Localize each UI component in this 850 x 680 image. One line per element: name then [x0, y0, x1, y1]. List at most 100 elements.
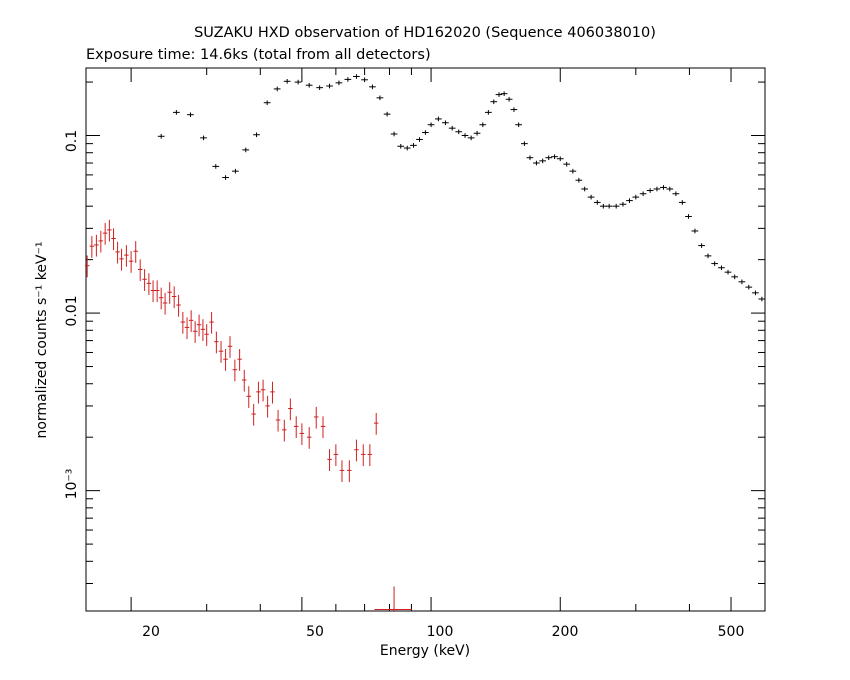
pin-point [327, 449, 332, 472]
x-tick-label-50: 50 [306, 624, 324, 640]
gso-point [672, 191, 680, 197]
pin-point [347, 460, 352, 483]
gso-point [495, 92, 503, 97]
gso-point [539, 158, 546, 164]
pin-point [142, 269, 147, 291]
pin-point [115, 241, 120, 264]
chart-subtitle: Exposure time: 14.6ks (total from all de… [86, 47, 431, 63]
gso-point [685, 214, 692, 219]
x-tick-label-500: 500 [718, 624, 745, 640]
y-tick-label-1e-3: 10⁻³ [64, 469, 80, 500]
pin-point [209, 311, 214, 334]
pin-point [107, 219, 112, 242]
gso-point [361, 77, 368, 83]
gso-point [173, 110, 180, 115]
chart-title: SUZAKU HXD observation of HD162020 (Sequ… [194, 25, 656, 41]
pin-point [333, 444, 339, 467]
gso-point [587, 194, 595, 200]
gso-point [242, 147, 250, 153]
gso-point [390, 131, 398, 137]
gso-point [581, 186, 588, 192]
gso-point [510, 107, 518, 112]
gso-point [335, 80, 343, 86]
gso-point [461, 133, 469, 138]
pin-point [171, 286, 177, 309]
y-tick-label-0.01: 0.01 [64, 295, 80, 326]
gso-point [605, 203, 613, 209]
gso-point [500, 91, 508, 97]
pin-point [232, 359, 238, 382]
gso-point [353, 74, 360, 79]
gso-point [533, 160, 540, 166]
gso-point [187, 112, 194, 118]
pin-point [361, 444, 366, 467]
gso-point [612, 203, 620, 209]
pin-point [98, 230, 104, 253]
gso-point [283, 79, 291, 84]
x-tick-label-200: 200 [552, 624, 579, 640]
gso-point [521, 141, 528, 146]
pin-point [133, 241, 138, 263]
gso-point [666, 186, 674, 192]
pin-point [204, 324, 209, 346]
pin-point [119, 248, 124, 271]
gso-point [731, 274, 739, 280]
gso-point [294, 79, 302, 85]
pin-point [293, 416, 299, 439]
gso-point [724, 269, 732, 275]
gso-point [738, 279, 746, 285]
gso-point [691, 228, 699, 234]
gso-point [653, 186, 661, 192]
gso-point [403, 145, 411, 151]
gso-point [369, 84, 376, 90]
pin-point [299, 423, 305, 446]
gso-point [545, 155, 553, 161]
gso-point [505, 96, 513, 102]
gso-point [253, 132, 260, 138]
pin-point [246, 386, 251, 408]
x-tick-label-100: 100 [427, 624, 454, 640]
gso-point [442, 120, 449, 126]
pin-point [184, 317, 190, 340]
x-tick-label-20: 20 [142, 624, 160, 640]
pin-point [223, 349, 228, 371]
pin-point [94, 234, 99, 257]
gso-point [490, 99, 498, 105]
gso-point [479, 122, 487, 128]
pin-point [306, 427, 312, 449]
gso-point [704, 253, 712, 259]
gso-point [316, 85, 323, 91]
pin-point [265, 395, 270, 418]
gso-point [745, 284, 753, 290]
gso-point [416, 137, 423, 142]
pin-point [146, 273, 152, 296]
gso-point [305, 82, 313, 88]
gso-point [273, 86, 281, 92]
gso-point [397, 143, 405, 149]
x-axis-label: Energy (keV) [380, 643, 470, 659]
gso-point [575, 177, 583, 183]
pin-point [260, 379, 266, 402]
pin-point [162, 292, 168, 315]
gso-point [448, 125, 456, 131]
pin-point [188, 310, 194, 332]
y-axis-label: normalized counts s⁻¹ keV⁻¹ [34, 241, 50, 438]
gso-point [376, 95, 384, 101]
gso-point [232, 168, 239, 174]
gso-point [157, 134, 165, 139]
gso-point [593, 200, 601, 205]
pin-point [154, 280, 160, 303]
gso-point [646, 188, 654, 193]
gso-point [263, 100, 271, 106]
pin-point [270, 381, 275, 404]
gso-point [678, 200, 686, 205]
pin-point [84, 255, 90, 278]
gso-point [626, 198, 633, 203]
gso-point [484, 110, 492, 115]
pin-point [339, 460, 345, 483]
pin-point [227, 336, 233, 358]
pin-point [176, 294, 181, 317]
pin-point [89, 236, 95, 258]
gso-point [222, 175, 229, 180]
pin-point [137, 259, 143, 282]
